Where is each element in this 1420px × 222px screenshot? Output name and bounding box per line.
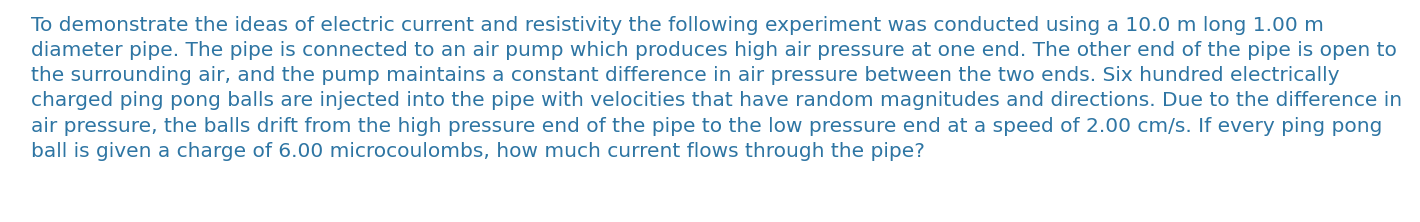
Text: To demonstrate the ideas of electric current and resistivity the following exper: To demonstrate the ideas of electric cur… [31,16,1403,161]
